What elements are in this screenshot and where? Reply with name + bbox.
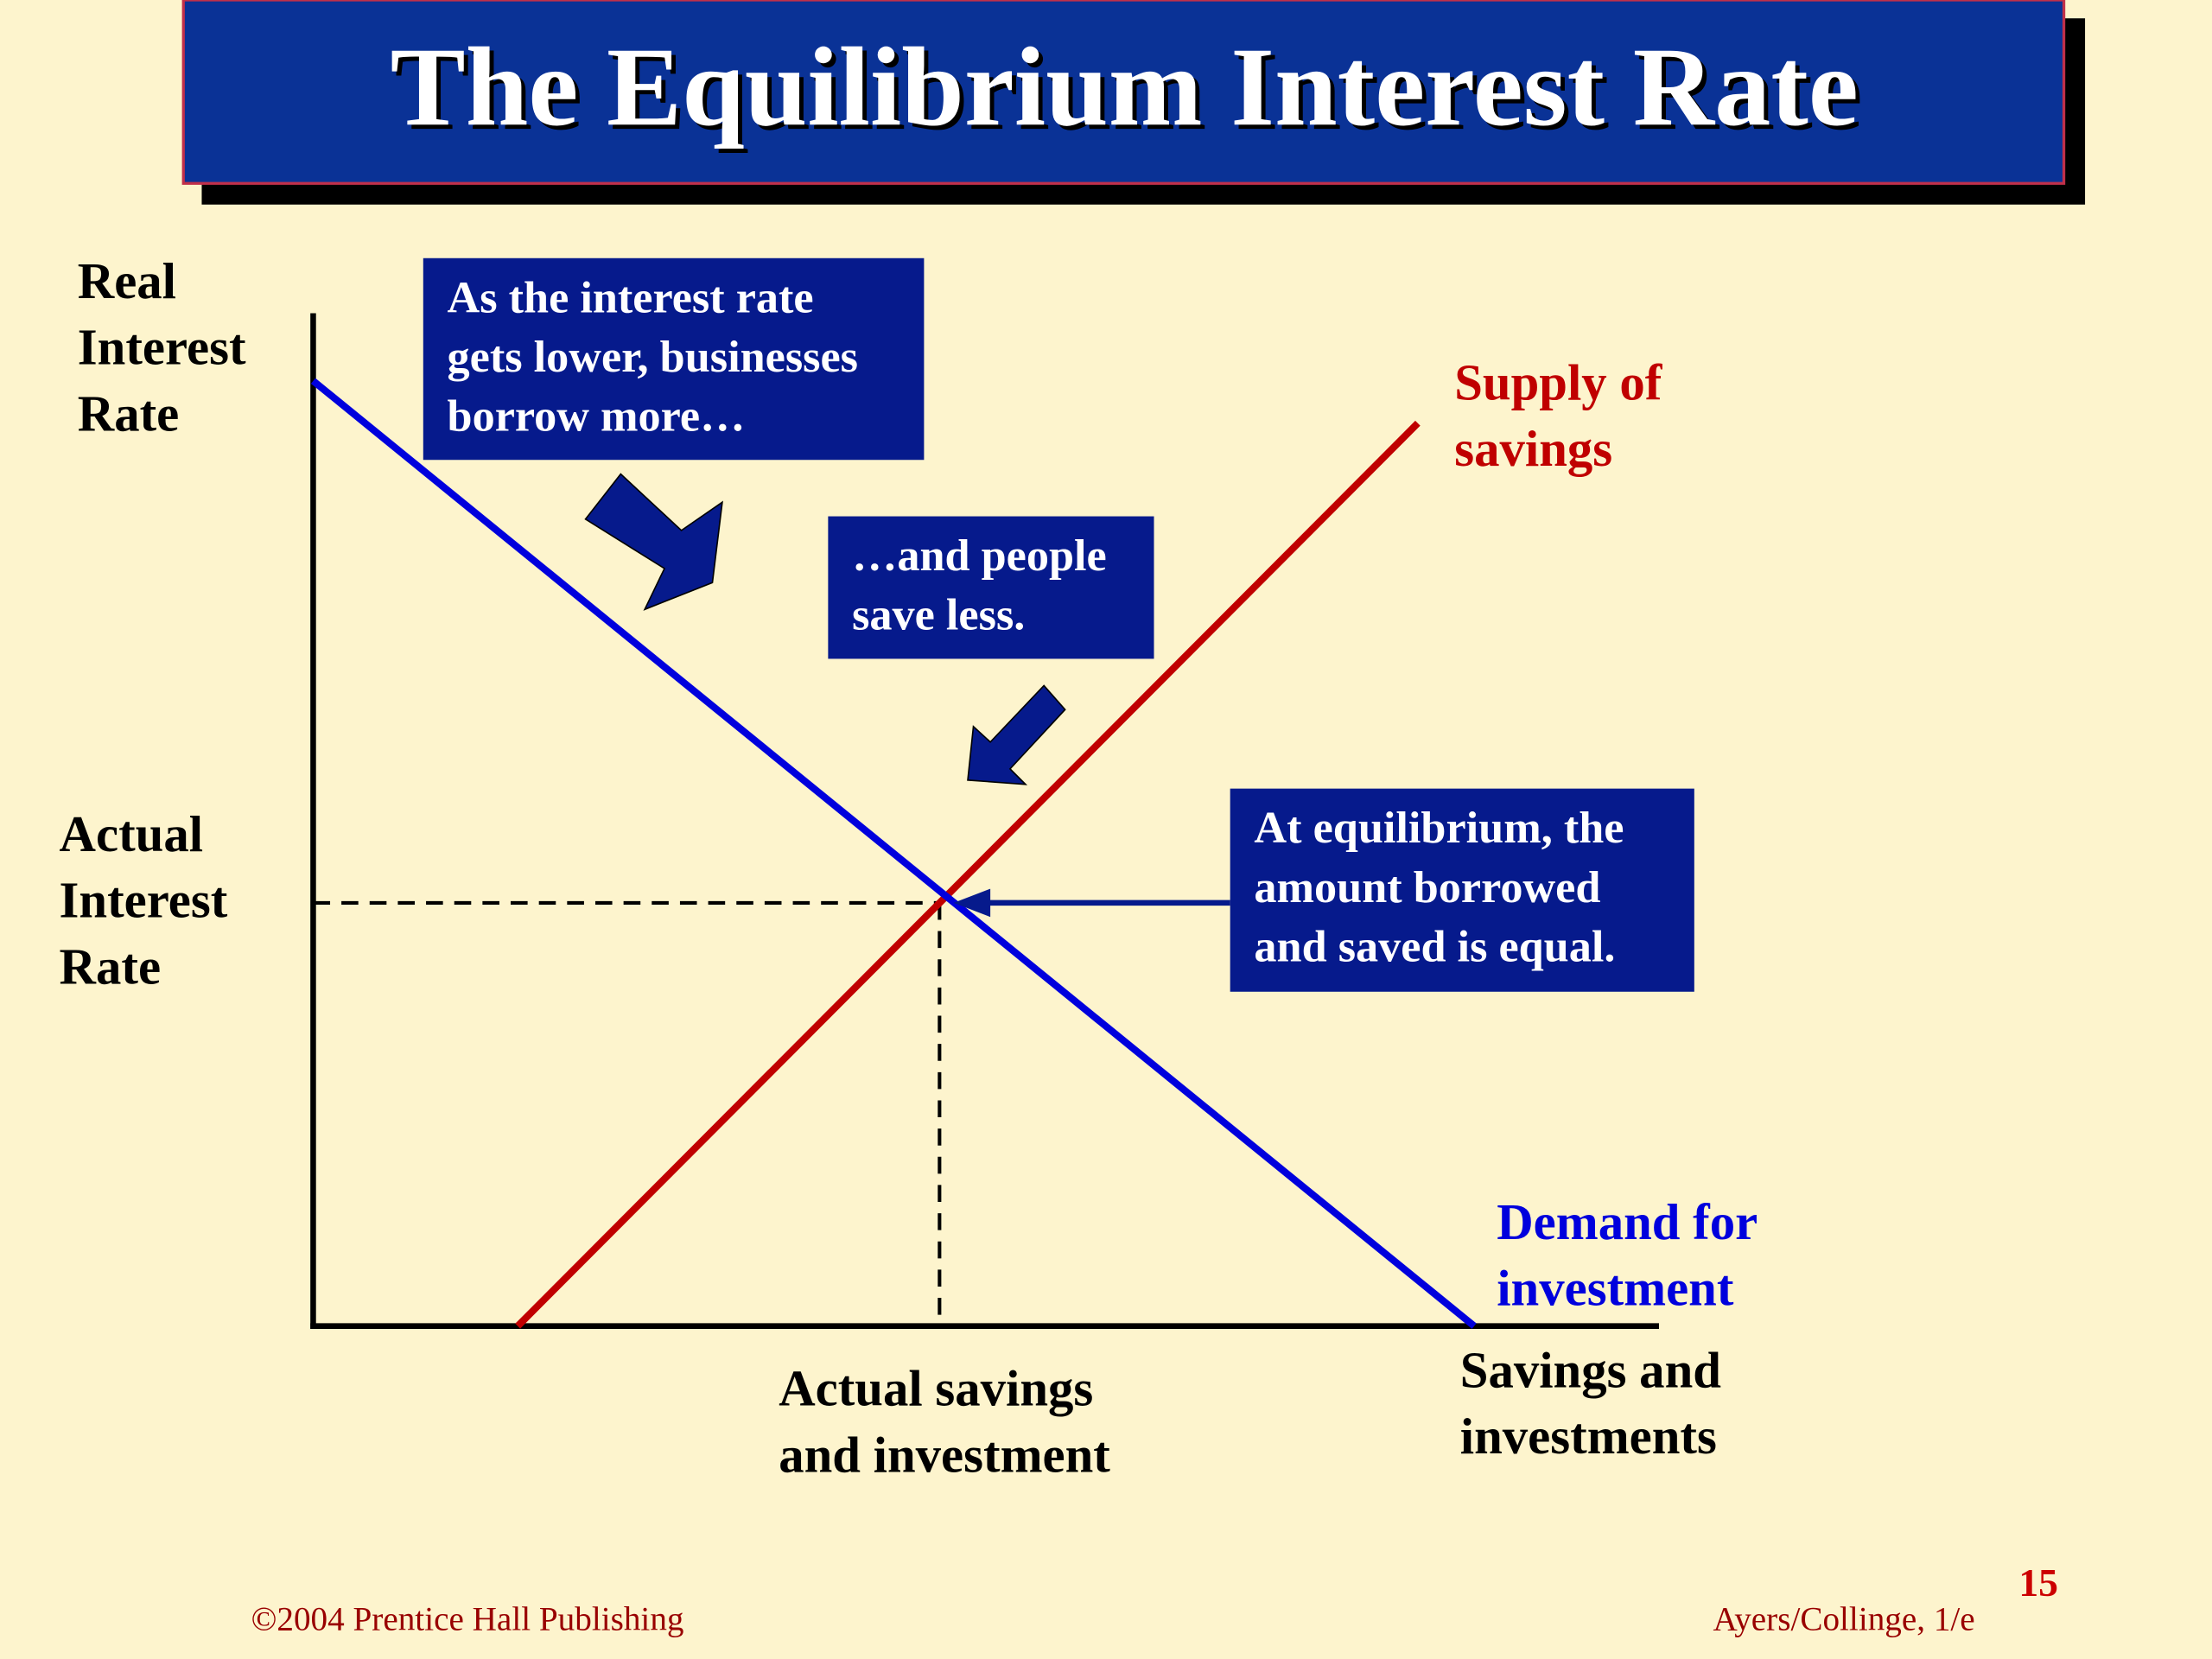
page-number: 15 [2018,1560,2058,1605]
demand-curve [310,378,1477,1329]
callout-text: As the interest rate [448,272,814,322]
supply-curve [515,420,1421,1329]
quantity-label: and investment [779,1427,1110,1483]
copyright: ©2004 Prentice Hall Publishing [251,1601,684,1638]
y-axis-label: Real [78,253,176,309]
callout-text: borrow more… [448,391,746,442]
y-axis-label: Interest [78,320,246,376]
callout-text: gets lower, businesses [448,332,858,382]
rate-label: Rate [60,938,161,995]
quantity-label: Actual savings [779,1361,1093,1417]
callout-box [1230,788,1694,992]
rate-label: Interest [60,873,228,929]
callout-text: At equilibrium, the [1254,803,1624,853]
callout-text: …and people [852,531,1107,581]
x-axis-label: Savings and [1460,1342,1721,1398]
callout-box [423,257,925,461]
supply-label: Supply of [1454,354,1663,410]
authors: Ayers/Collinge, 1/e [1713,1601,1975,1638]
callout-text: amount borrowed [1254,862,1600,912]
arrowhead [953,888,991,918]
block-arrow [967,684,1066,785]
supply-label: savings [1454,421,1612,477]
callout-box [828,516,1154,659]
block-arrow [584,473,723,611]
callout-text: and saved is equal. [1254,921,1615,971]
title-box [181,0,2066,185]
demand-label: Demand for [1497,1194,1758,1250]
callout-text: save less. [852,590,1025,640]
title-shadow-text: The Equilibrium Interest Rate [395,29,1863,154]
demand-label: investment [1497,1261,1734,1317]
x-axis-label: investments [1460,1408,1717,1465]
title: The Equilibrium Interest Rate [391,25,1859,149]
rate-label: Actual [60,806,203,862]
y-axis-label: Rate [78,385,179,442]
